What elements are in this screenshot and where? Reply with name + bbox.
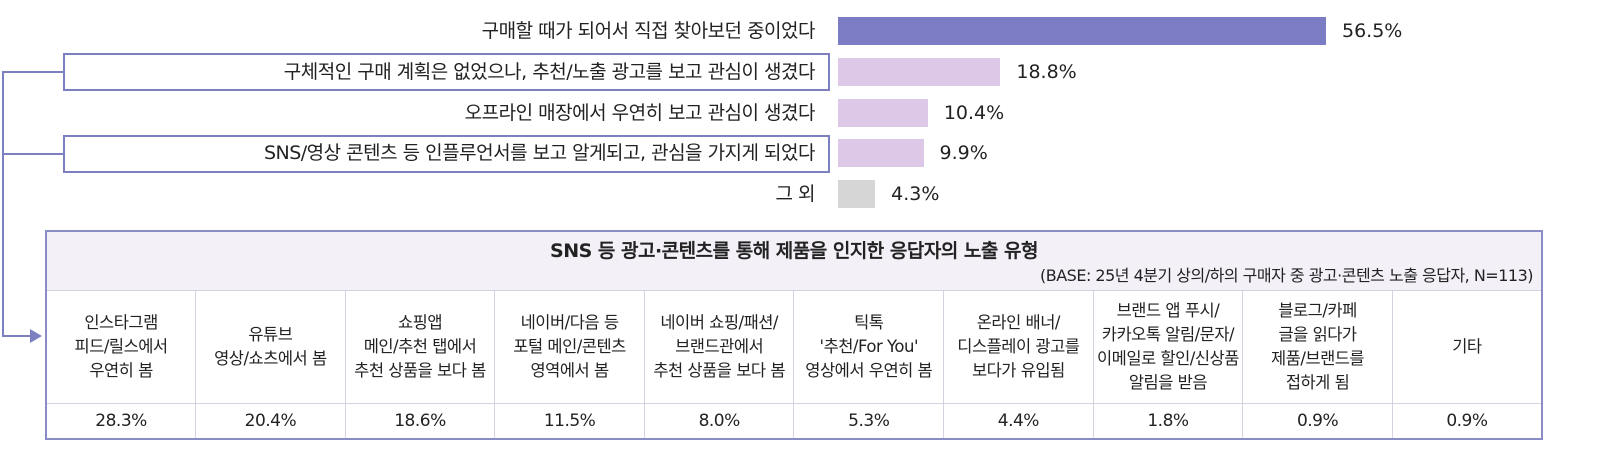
- column-value: 5.3%: [793, 403, 945, 440]
- bar-value-label: 9.9%: [939, 142, 988, 164]
- column-header: 기타: [1391, 290, 1543, 404]
- arrow-icon: [30, 329, 42, 343]
- connector-line: [2, 71, 4, 337]
- bar-label: 구체적인 구매 계획은 없었으나, 추천/노출 광고를 보고 관심이 생겼다: [283, 61, 816, 83]
- bar: [838, 17, 1326, 45]
- column-value: 18.6%: [344, 403, 496, 440]
- value-row: 28.3% 20.4% 18.6% 11.5% 8.0% 5.3% 4.4% 1.8% 0.9%…: [45, 403, 1543, 440]
- bar: [838, 99, 928, 127]
- category-row: 인스타그램 피드/릴스에서 우연히 봄 유튜브 영상/쇼츠에서 봄 쇼핑앱 메인/추…: [45, 290, 1543, 404]
- column-value: 0.9%: [1242, 403, 1393, 440]
- highlight-box-ad-exposure: [63, 53, 830, 91]
- exposure-table: SNS 등 광고·콘텐츠를 통해 제품을 인지한 응답자의 노출 유형 (BAS…: [45, 230, 1543, 440]
- bar-label: 구매할 때가 되어서 직접 찾아보던 중이었다: [481, 20, 816, 42]
- connector-line: [2, 71, 64, 73]
- column-value: 28.3%: [45, 403, 197, 440]
- table-title: SNS 등 광고·콘텐츠를 통해 제품을 인지한 응답자의 노출 유형: [550, 240, 1038, 262]
- column-header: 틱톡 '추천/For You' 영상에서 우연히 봄: [793, 290, 945, 404]
- table-base-note: (BASE: 25년 4분기 상의/하의 구매자 중 광고·콘텐츠 노출 응답자…: [1040, 266, 1533, 285]
- highlight-box-sns-influencer: [63, 135, 830, 173]
- column-header: 네이버 쇼핑/패션/ 브랜드관에서 추천 상품을 보다 봄: [643, 290, 795, 404]
- bar-value-label: 56.5%: [1342, 20, 1403, 42]
- column-header: 블로그/카페 글을 읽다가 제품/브랜드를 접하게 됨: [1242, 290, 1393, 404]
- column-header: 브랜드 앱 푸시/ 카카오톡 알림/문자/ 이메일로 할인/신상품 알림을 받음: [1092, 290, 1244, 404]
- column-value: 0.9%: [1391, 403, 1543, 440]
- column-header: 네이버/다음 등 포털 메인/콘텐츠 영역에서 봄: [494, 290, 645, 404]
- bar: [838, 139, 924, 167]
- column-value: 4.4%: [943, 403, 1094, 440]
- column-value: 8.0%: [643, 403, 795, 440]
- column-header: 유튜브 영상/쇼츠에서 봄: [195, 290, 346, 404]
- connector-line: [2, 153, 64, 155]
- bar: [838, 180, 876, 208]
- column-header: 인스타그램 피드/릴스에서 우연히 봄: [45, 290, 197, 404]
- column-value: 20.4%: [195, 403, 346, 440]
- bar-value-label: 18.8%: [1016, 61, 1077, 83]
- bar-label: SNS/영상 콘텐츠 등 인플루언서를 보고 알게되고, 관심을 가지게 되었다: [263, 142, 816, 164]
- bar-value-label: 10.4%: [943, 102, 1005, 124]
- bar-value-label: 4.3%: [891, 183, 940, 205]
- column-value: 1.8%: [1092, 403, 1244, 440]
- bar-label: 오프라인 매장에서 우연히 보고 관심이 생겼다: [464, 102, 816, 124]
- bar-label: 그 외: [775, 183, 816, 205]
- bar: [838, 58, 1001, 86]
- column-header: 온라인 배너/ 디스플레이 광고를 보다가 유입됨: [943, 290, 1094, 404]
- connector-line: [2, 335, 32, 337]
- column-value: 11.5%: [494, 403, 645, 440]
- table-header: SNS 등 광고·콘텐츠를 통해 제품을 인지한 응답자의 노출 유형 (BAS…: [45, 230, 1543, 291]
- column-header: 쇼핑앱 메인/추천 탭에서 추천 상품을 보다 봄: [344, 290, 496, 404]
